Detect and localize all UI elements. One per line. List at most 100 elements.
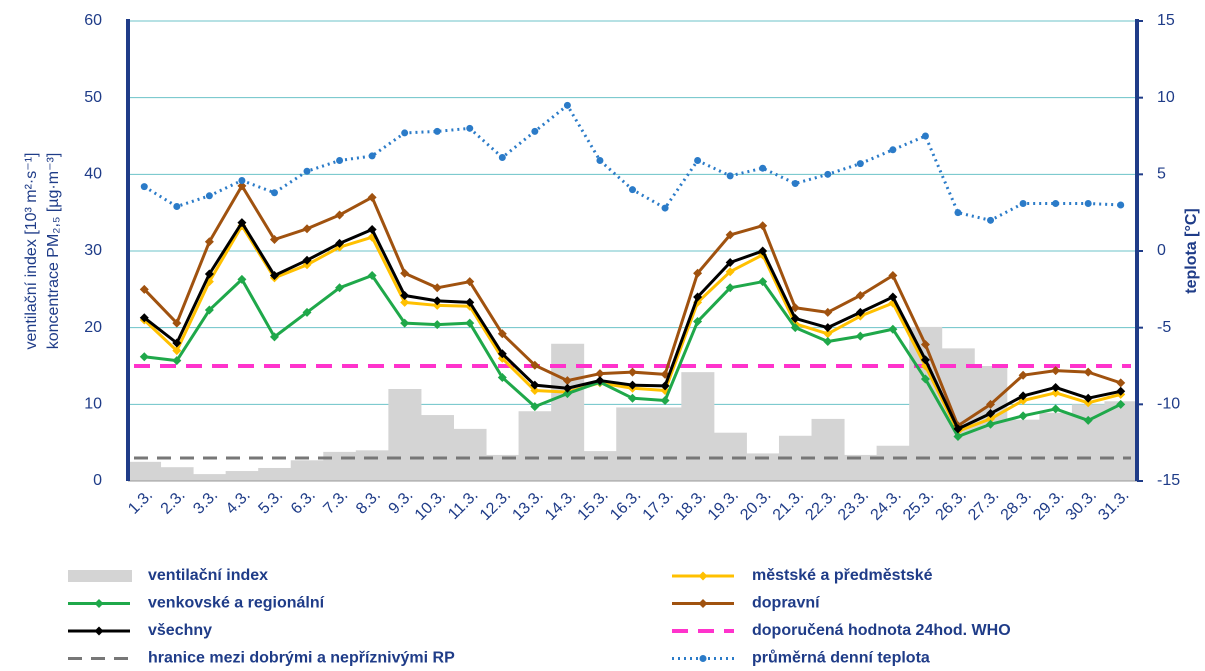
point — [368, 152, 376, 160]
y2-tick-label: 0 — [1157, 242, 1166, 259]
x-tick-label: 14.3. — [542, 487, 579, 524]
point — [1018, 411, 1028, 421]
x-tick-label: 27.3. — [965, 487, 1002, 524]
y-tick-label: 20 — [84, 319, 102, 336]
point — [269, 332, 279, 342]
point — [237, 274, 247, 284]
bar — [193, 474, 227, 481]
point — [1116, 378, 1126, 388]
bar — [225, 471, 259, 481]
point — [758, 277, 768, 287]
point — [629, 186, 636, 194]
point — [694, 157, 702, 165]
point — [1018, 370, 1028, 380]
y-axis-label: ventilační index [10³ m²·s⁻¹] — [23, 153, 40, 350]
x-tick-label: 24.3. — [868, 487, 905, 524]
point — [302, 307, 312, 317]
point — [562, 376, 572, 386]
point — [465, 297, 475, 307]
bar — [420, 415, 454, 481]
point — [1083, 393, 1093, 403]
point — [855, 331, 865, 341]
point — [953, 432, 963, 442]
y-tick-label: 30 — [84, 242, 102, 259]
bar — [258, 467, 292, 481]
bar — [681, 372, 715, 481]
point — [888, 292, 898, 302]
bar — [355, 450, 389, 481]
legend-label: ventilační index — [148, 567, 268, 584]
point — [432, 300, 442, 310]
point — [367, 225, 377, 235]
point — [1052, 199, 1060, 207]
bar — [909, 326, 943, 481]
x-tick-label: 23.3. — [835, 487, 872, 524]
bar — [1039, 412, 1073, 481]
point — [1051, 404, 1061, 414]
point — [759, 164, 767, 172]
point — [986, 399, 996, 409]
bar — [290, 460, 324, 481]
series-line — [143, 103, 1121, 222]
point — [725, 267, 735, 277]
bar — [160, 467, 194, 481]
point — [920, 374, 930, 384]
bar — [128, 461, 162, 481]
y2-tick-label: 10 — [1157, 89, 1175, 106]
point — [1083, 398, 1093, 408]
point — [498, 153, 506, 161]
point — [530, 402, 540, 412]
point — [270, 189, 278, 197]
bar — [1006, 419, 1040, 481]
legend-marker — [698, 599, 708, 608]
point — [628, 393, 637, 403]
point — [726, 172, 734, 180]
x-tick-label: 12.3. — [477, 487, 514, 524]
x-tick-label: 6.3. — [288, 487, 319, 518]
point — [139, 284, 149, 294]
point — [660, 396, 670, 405]
bar — [1104, 401, 1138, 481]
point — [497, 373, 507, 382]
point — [986, 419, 996, 429]
point — [139, 313, 149, 323]
y-tick-label: 50 — [84, 89, 102, 106]
x-tick-label: 15.3. — [575, 487, 612, 524]
bar — [583, 451, 617, 481]
point — [400, 297, 410, 307]
point — [433, 127, 441, 135]
point — [237, 181, 247, 191]
point — [1051, 366, 1061, 376]
point — [1051, 388, 1061, 398]
y2-tick-label: 15 — [1157, 12, 1175, 29]
point — [335, 210, 345, 220]
point — [497, 329, 507, 339]
point — [269, 235, 279, 244]
point — [269, 271, 279, 281]
point — [401, 129, 409, 137]
point — [725, 283, 735, 293]
y-tick-label: 0 — [93, 472, 102, 489]
legend-label: hranice mezi dobrými a nepříznivými RP — [148, 650, 455, 667]
point — [758, 246, 768, 256]
point — [987, 216, 995, 224]
point — [758, 221, 768, 231]
point — [823, 329, 833, 339]
point — [953, 424, 963, 434]
point — [303, 167, 311, 175]
x-tick-label: 25.3. — [900, 487, 937, 524]
x-tick-label: 21.3. — [770, 487, 807, 524]
x-tick-label: 29.3. — [1030, 487, 1067, 524]
point — [791, 180, 799, 188]
x-tick-label: 26.3. — [933, 487, 970, 524]
y-tick-label: 10 — [84, 396, 102, 413]
point — [173, 203, 181, 211]
point — [466, 124, 474, 132]
point — [1051, 382, 1061, 392]
point — [336, 157, 344, 165]
y2-tick-label: -10 — [1157, 396, 1180, 413]
legend-label: městské a předměstské — [752, 567, 933, 584]
point — [628, 367, 637, 377]
bar — [388, 389, 422, 481]
legend-label: průměrná denní teplota — [752, 650, 930, 667]
